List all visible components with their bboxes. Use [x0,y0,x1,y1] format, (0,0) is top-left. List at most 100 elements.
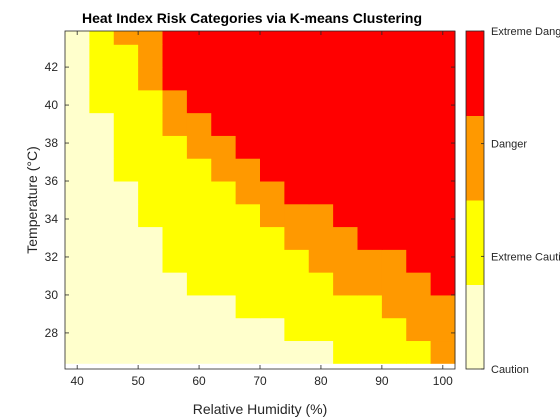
heatmap-cell [113,203,139,228]
heatmap-cell [113,340,139,364]
heatmap-cell [138,89,163,114]
heatmap-cell [333,181,358,205]
heatmap-cell [65,89,90,114]
heatmap-cell [406,44,432,68]
heatmap-cell [235,226,261,250]
heatmap-cell [357,249,383,273]
heatmap-cell [406,272,432,296]
colorbar-segment [466,200,484,285]
colorbar-frame [465,30,485,370]
heatmap-cell [235,44,261,68]
heatmap-cell [381,158,407,182]
heatmap-cell [89,112,115,136]
heatmap-cell [211,203,237,228]
heatmap-cell [406,89,432,114]
heatmap-cell [211,44,237,68]
heatmap-cell [308,272,334,296]
heatmap-cell [357,89,383,114]
heatmap-cell [430,203,456,228]
heatmap-cell [308,249,334,273]
heatmap-cell [308,67,334,91]
heatmap-cell [333,31,358,45]
heatmap-cell [186,249,212,273]
heatmap-cell [284,317,310,342]
heatmap-cell [430,340,456,364]
heatmap-cell [113,317,139,342]
heatmap-cell [260,31,285,45]
heatmap-cell [138,294,163,319]
heatmap-cell [211,158,237,182]
heatmap-cell [235,67,261,91]
heatmap-cell [211,226,237,250]
x-tick-label: 50 [131,374,145,388]
heatmap-cell [235,135,261,159]
heatmap-cell [381,249,407,273]
heatmap-cell [65,158,90,182]
heatmap-cell [113,31,139,45]
heatmap-cell [357,31,383,45]
heatmap-cell [138,67,163,91]
heatmap-cell [430,226,456,250]
heatmap-cell [430,158,456,182]
y-axis-label: Temperature (°C) [24,146,40,254]
heatmap-cell [284,31,310,45]
heatmap-cell [65,67,90,91]
x-axis-label: Relative Humidity (%) [193,401,328,417]
heatmap-cell [430,31,456,45]
heatmap-cell [260,89,285,114]
heatmap-cell [235,203,261,228]
heatmap-cell [235,294,261,319]
heatmap-cell [308,89,334,114]
x-tick-label: 100 [433,374,453,388]
heatmap-cell [138,340,163,364]
heatmap-cell [284,181,310,205]
heatmap-cell [284,272,310,296]
heatmap-cell [333,112,358,136]
heatmap-cell [381,135,407,159]
y-tick-label: 38 [45,136,59,150]
heatmap-cell [381,44,407,68]
heatmap-cell [308,112,334,136]
heatmap-cell [162,203,188,228]
heatmap-cell [162,226,188,250]
heatmap-cell [211,112,237,136]
heatmap-cell [260,294,285,319]
colorbar-segment [466,31,484,116]
heatmap-cell [260,226,285,250]
heatmap-cell [260,181,285,205]
heatmap-cell [138,317,163,342]
y-axis-ticks: 28 30 32 34 36 38 40 42 [45,60,455,340]
colorbar-label: Extreme Caution [491,251,560,263]
heatmap-cell [260,203,285,228]
heatmap-cell [89,67,115,91]
heatmap-cell [186,44,212,68]
heatmap-cell [308,31,334,45]
heatmap-cell [333,203,358,228]
heatmap-cell [381,317,407,342]
colorbar-label: Caution [491,364,529,376]
heatmap-cell [308,203,334,228]
heatmap-cell [308,135,334,159]
heatmap-cell [162,158,188,182]
heatmap-cell [138,203,163,228]
heatmap-cell [430,44,456,68]
heatmap-cell [162,67,188,91]
heatmap-cell [308,294,334,319]
heatmap-cell [260,272,285,296]
heatmap-cell [89,317,115,342]
heatmap-cell [333,135,358,159]
heatmap-cell [113,67,139,91]
heatmap-cell [284,158,310,182]
heatmap-cell [162,317,188,342]
heatmap-cell [333,317,358,342]
heatmap-cell [406,294,432,319]
heatmap-cell [406,135,432,159]
heatmap-cell [65,135,90,159]
heatmap-cell [138,226,163,250]
heatmap-cell [65,226,90,250]
heatmap-cell [308,181,334,205]
heatmap-cell [430,67,456,91]
heatmap-cell [235,181,261,205]
heatmap-cell [406,317,432,342]
x-axis-ticks: 40 50 60 70 80 90 100 [71,31,453,388]
